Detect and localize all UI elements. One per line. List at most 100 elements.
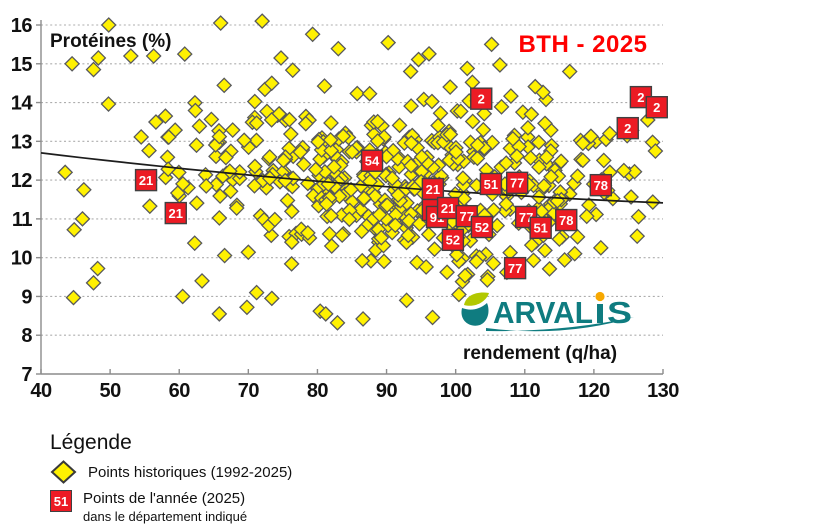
historical-point <box>321 226 338 242</box>
historical-point <box>248 284 265 301</box>
historical-point <box>344 143 361 160</box>
historical-point <box>525 252 542 269</box>
historical-point <box>224 122 241 138</box>
historical-point <box>424 93 440 110</box>
y-tick-label: 8 <box>21 325 32 347</box>
year-point-78: 78 <box>589 173 612 197</box>
historical-point <box>100 96 117 112</box>
historical-point <box>566 245 583 262</box>
legend-row-historical: Points historiques (1992-2025) <box>50 460 820 484</box>
historical-point <box>569 168 586 185</box>
historical-point <box>304 26 321 43</box>
historical-point <box>246 158 263 175</box>
y-tick-label: 16 <box>11 15 33 37</box>
historical-point <box>464 74 481 91</box>
historical-point <box>520 119 536 136</box>
historical-point <box>174 288 191 305</box>
historical-point <box>537 115 553 132</box>
historical-point <box>373 229 390 246</box>
year-point-2: 2 <box>616 116 639 140</box>
historical-point <box>504 130 521 147</box>
historical-point <box>211 209 228 226</box>
leaf-top-icon <box>464 292 489 306</box>
x-tick-label: 40 <box>30 380 52 402</box>
historical-point <box>186 235 203 252</box>
historical-point <box>503 88 519 105</box>
historical-point <box>170 164 187 181</box>
historical-point <box>498 155 515 172</box>
historical-point <box>208 176 225 193</box>
historical-point <box>275 152 292 169</box>
logo-underline-swoosh <box>486 317 634 332</box>
historical-point <box>323 238 340 254</box>
historical-point <box>174 175 191 192</box>
historical-point <box>592 239 609 256</box>
historical-point <box>323 115 339 131</box>
historical-point <box>530 134 547 151</box>
historical-point <box>469 137 486 153</box>
historical-point <box>323 207 339 224</box>
historical-point <box>574 135 591 152</box>
historical-point <box>498 196 515 213</box>
historical-point <box>216 247 233 264</box>
year-point-21: 21 <box>164 201 187 225</box>
year-point-label: 77 <box>508 261 522 276</box>
historical-point <box>203 111 220 128</box>
historical-point <box>369 133 386 149</box>
historical-point <box>418 259 435 275</box>
historical-point <box>322 132 339 148</box>
historical-point <box>384 170 401 187</box>
historical-point <box>491 57 508 73</box>
red-square-icon: 51 <box>50 490 72 512</box>
historical-point <box>282 126 299 142</box>
historical-point <box>263 75 280 92</box>
x-tick-label: 120 <box>578 380 610 402</box>
historical-point <box>211 305 228 322</box>
x-axis-title: rendement (q/ha) <box>463 343 617 364</box>
historical-point <box>356 190 372 207</box>
historical-point <box>211 128 228 145</box>
historical-point <box>376 253 392 270</box>
historical-point <box>188 137 205 154</box>
historical-point <box>191 118 208 135</box>
historical-point <box>537 242 553 259</box>
historical-point <box>85 61 102 78</box>
legend-title: Légende <box>50 431 132 454</box>
historical-point <box>187 102 204 119</box>
historical-point <box>329 314 346 331</box>
historical-point <box>141 142 157 159</box>
historical-point <box>75 181 92 198</box>
year-point-label: 77 <box>459 209 473 224</box>
year-point-2: 2 <box>645 96 668 119</box>
year-point-54: 54 <box>360 149 384 172</box>
historical-point <box>341 211 358 228</box>
historical-point <box>334 227 351 243</box>
historical-point <box>122 48 139 64</box>
historical-point <box>212 188 229 204</box>
historical-point <box>222 183 239 200</box>
yellow-diamond-icon <box>50 460 77 484</box>
year-point-2: 2 <box>470 87 493 110</box>
x-tick-label: 90 <box>376 380 398 402</box>
historical-point <box>523 106 540 123</box>
historical-point <box>212 15 229 31</box>
year-point-label: 78 <box>594 178 608 193</box>
historical-point <box>263 227 280 244</box>
x-tick-label: 60 <box>169 380 191 402</box>
historical-point <box>426 241 443 258</box>
legend: Légende Points historiques (1992-2025) 5… <box>50 431 820 524</box>
historical-point <box>391 117 408 134</box>
historical-point <box>569 228 586 245</box>
year-point-label: 21 <box>426 182 440 197</box>
historical-point <box>100 17 117 33</box>
historical-point <box>479 271 496 288</box>
x-tick-label: 70 <box>238 380 260 402</box>
year-point-label: 2 <box>478 91 485 106</box>
historical-point <box>310 133 326 150</box>
year-point-label: 21 <box>169 206 183 221</box>
historical-point <box>194 273 210 289</box>
year-point-label: 21 <box>139 173 153 188</box>
y-tick-label: 11 <box>12 209 33 231</box>
